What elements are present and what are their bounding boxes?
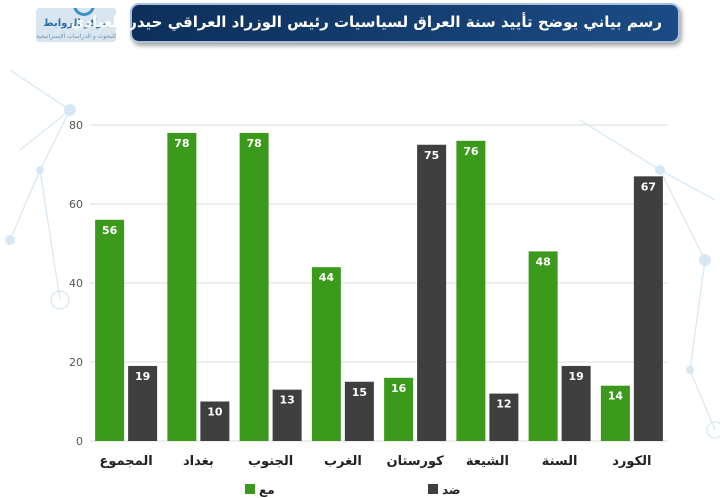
bar-oppose (200, 401, 230, 441)
data-label: 15 (352, 386, 367, 399)
bar-oppose (344, 381, 374, 441)
y-tick-label: 0 (76, 435, 83, 448)
bar-support (239, 132, 269, 441)
bar-oppose (272, 389, 302, 441)
x-tick-label: السنة (542, 454, 578, 469)
page-title: رسم بياني يوضح تأييد سنة العراق لسياسيات… (70, 13, 662, 31)
logo: مركز الروابط للبحوث و الدراسات الإستراتي… (36, 8, 116, 42)
bar-support (95, 219, 125, 441)
legend-swatch-oppose (428, 484, 438, 494)
bar-support (167, 132, 197, 441)
title-banner: رسم بياني يوضح تأييد سنة العراق لسياسيات… (70, 3, 680, 43)
bar-oppose (561, 365, 591, 441)
x-tick-label: كورستان (386, 454, 444, 469)
x-tick-label: الغرب (324, 454, 362, 469)
legend-swatch-support (245, 484, 255, 494)
data-label: 78 (246, 137, 261, 150)
bar-support (384, 377, 414, 441)
bar-oppose (489, 393, 519, 441)
data-label: 44 (319, 271, 335, 284)
y-tick-label: 80 (69, 119, 83, 132)
data-label: 19 (135, 370, 150, 383)
data-label: 76 (463, 145, 479, 158)
data-label: 10 (207, 406, 223, 419)
bar-oppose (633, 176, 663, 441)
logo-name: مركز الروابط (43, 18, 109, 29)
bar-support (600, 385, 630, 441)
logo-tagline: للبحوث و الدراسات الإستراتيجية (36, 33, 116, 40)
bar-support (311, 267, 341, 441)
data-label: 14 (608, 390, 624, 403)
y-tick-label: 20 (69, 356, 83, 369)
legend-label-oppose: ضد (442, 483, 461, 497)
bar-support (456, 140, 486, 442)
data-label: 48 (535, 255, 550, 268)
data-label: 75 (424, 149, 439, 162)
x-tick-label: الكورد (612, 454, 651, 469)
bar-support (528, 251, 558, 441)
x-tick-label: الشيعة (466, 454, 509, 469)
data-label: 67 (641, 180, 656, 193)
bar-oppose (128, 365, 158, 441)
data-label: 12 (496, 398, 511, 411)
x-tick-label: المجموع (100, 454, 153, 469)
legend-label-support: مع (259, 483, 275, 497)
data-label: 16 (391, 382, 407, 395)
x-tick-label: بغداد (183, 454, 214, 469)
y-tick-label: 40 (69, 277, 83, 290)
data-label: 56 (102, 224, 118, 237)
data-label: 78 (174, 137, 189, 150)
data-label: 13 (279, 394, 294, 407)
data-label: 19 (568, 370, 583, 383)
y-tick-label: 60 (69, 198, 83, 211)
x-tick-label: الجنوب (248, 454, 293, 469)
bar-oppose (417, 144, 447, 441)
